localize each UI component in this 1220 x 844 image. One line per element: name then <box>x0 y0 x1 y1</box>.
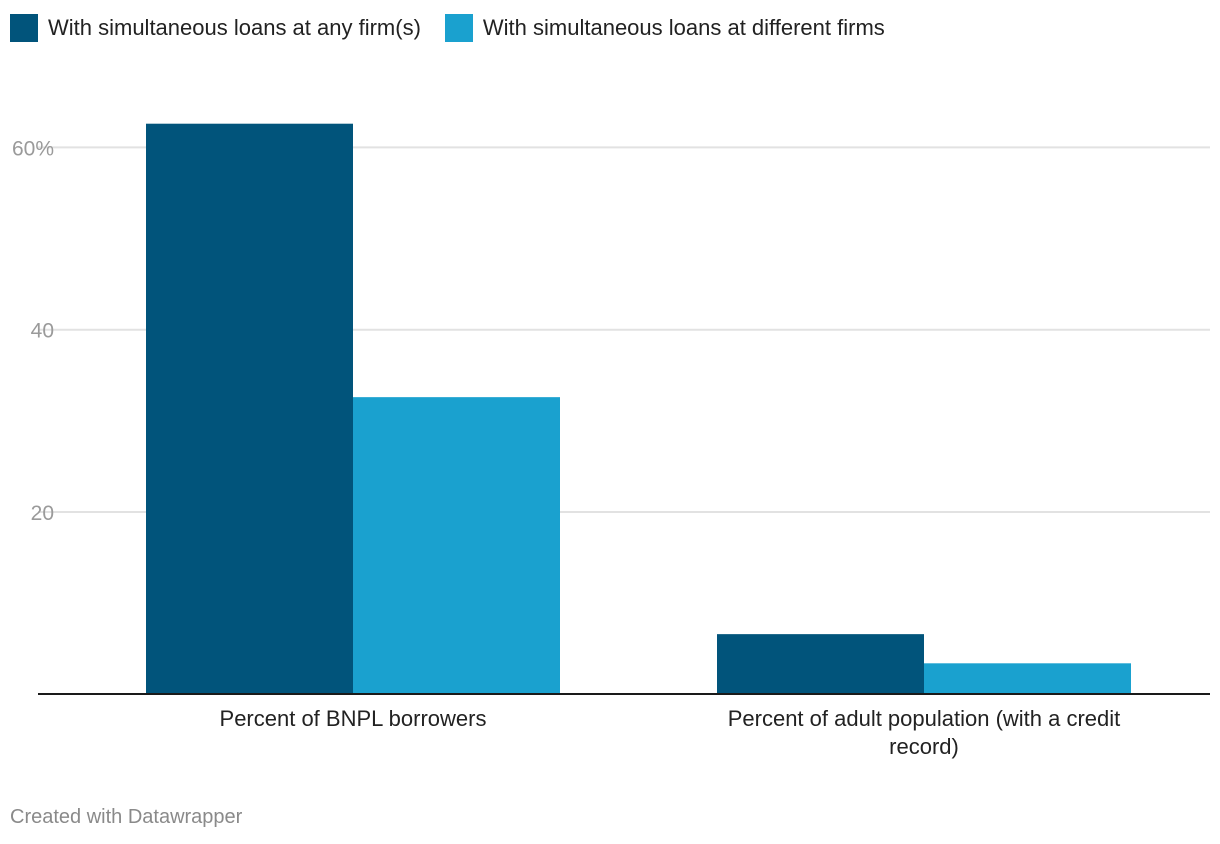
bar-any-firm <box>146 123 353 695</box>
legend-swatch <box>10 14 38 42</box>
legend-item-any-firm: With simultaneous loans at any firm(s) <box>10 14 421 42</box>
bar-different-firms <box>924 663 1131 695</box>
legend-label: With simultaneous loans at different fir… <box>482 15 885 40</box>
legend-swatch <box>444 14 473 42</box>
x-category-label: Percent of BNPL borrowers <box>220 706 487 731</box>
footer-credit: Created with Datawrapper <box>10 806 243 828</box>
bar-chart: 20 40 60% Percent of BNPL borrowers Percent … <box>12 123 1210 759</box>
x-category-label: Percent of adult population (with a cred… <box>728 706 1121 731</box>
legend-item-different-firms: With simultaneous loans at different fir… <box>444 14 885 42</box>
x-category-label: record) <box>889 734 959 759</box>
bar-any-firm <box>717 634 924 695</box>
y-tick-label: 20 <box>31 502 54 525</box>
legend: With simultaneous loans at any firm(s) W… <box>10 14 885 42</box>
y-tick-label: 60% <box>12 137 54 160</box>
legend-label: With simultaneous loans at any firm(s) <box>48 15 421 40</box>
y-tick-label: 40 <box>31 320 54 343</box>
bar-different-firms <box>353 397 560 695</box>
